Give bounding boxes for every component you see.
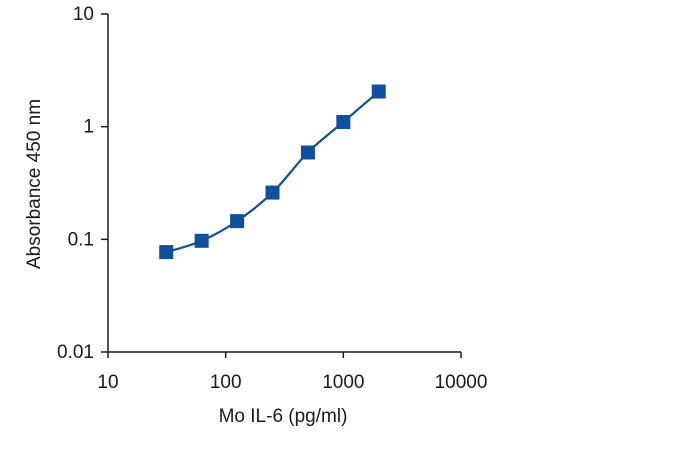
data-point-marker — [371, 84, 386, 99]
y-axis-title: Absorbance 450 nm — [24, 99, 45, 269]
y-tick-label: 0.1 — [68, 229, 94, 250]
y-tick-label: 0.01 — [57, 342, 94, 363]
marker-layer — [159, 84, 386, 260]
data-point-marker — [336, 115, 351, 130]
y-tick-label: 1 — [83, 117, 94, 138]
x-tick-label: 100 — [210, 372, 242, 393]
data-point-marker — [230, 214, 245, 229]
y-tick-label: 10 — [73, 4, 94, 25]
x-axis-title: Mo IL-6 (pg/ml) — [219, 406, 348, 427]
axes: 10 100 1000 10000 0.01 0.1 1 10 — [57, 4, 487, 393]
x-tick-label: 10000 — [435, 372, 488, 393]
x-tick-label: 10 — [97, 372, 118, 393]
x-tick-label: 1000 — [322, 372, 364, 393]
data-point-marker — [194, 233, 209, 248]
data-point-marker — [159, 245, 174, 260]
data-point-marker — [300, 145, 315, 160]
data-point-marker — [265, 185, 280, 200]
